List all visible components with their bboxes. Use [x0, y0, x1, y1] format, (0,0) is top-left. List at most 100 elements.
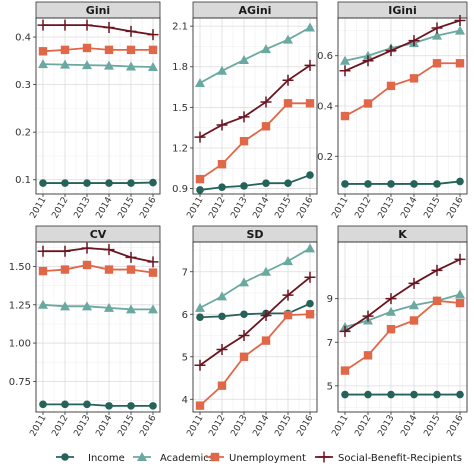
- x-tick-label: 2011: [330, 414, 350, 439]
- data-point-income: [410, 391, 418, 399]
- y-tick-label: 0.9: [172, 184, 188, 195]
- data-point-unemployment: [196, 401, 204, 409]
- y-tick-label: 7: [327, 338, 333, 349]
- data-point-income: [387, 180, 395, 188]
- data-point-income: [341, 180, 349, 188]
- x-tick-label: 2012: [353, 414, 373, 439]
- data-point-income: [433, 180, 441, 188]
- facet-title: Gini: [86, 4, 110, 17]
- data-point-income: [387, 391, 395, 399]
- data-point-income: [83, 401, 91, 409]
- x-tick-label: 2012: [207, 196, 227, 221]
- data-point-income: [39, 179, 47, 187]
- data-point-income: [262, 179, 270, 187]
- legend-item-unemployment: Unemployment: [206, 453, 306, 464]
- y-tick-label: 2.1: [172, 22, 188, 33]
- x-tick-label: 2013: [229, 414, 249, 439]
- legend-item-income: Income: [56, 453, 125, 464]
- x-tick-label: 2013: [229, 196, 249, 221]
- data-point-income: [410, 180, 418, 188]
- x-tick-label: 2015: [273, 196, 293, 221]
- x-tick-label: 2014: [251, 413, 271, 438]
- x-tick-label: 2012: [353, 196, 373, 221]
- data-point-income: [105, 402, 113, 410]
- x-tick-label: 2016: [138, 195, 158, 220]
- data-point-unemployment: [341, 112, 349, 120]
- data-point-income: [105, 179, 113, 187]
- data-point-unemployment: [364, 351, 372, 359]
- legend-key-marker: [319, 452, 330, 463]
- x-tick-label: 2013: [72, 196, 92, 221]
- data-point-income: [456, 391, 464, 399]
- data-point-income: [127, 179, 135, 187]
- data-point-unemployment: [387, 82, 395, 90]
- data-point-unemployment: [306, 99, 314, 107]
- data-point-income: [433, 391, 441, 399]
- y-tick-label: 9: [327, 294, 333, 305]
- data-point-unemployment: [218, 160, 226, 168]
- x-tick-label: 2016: [295, 413, 315, 438]
- data-point-income: [341, 391, 349, 399]
- data-point-income: [284, 179, 292, 187]
- data-point-unemployment: [240, 353, 248, 361]
- legend-key-marker: [61, 453, 69, 461]
- data-point-income: [456, 178, 464, 186]
- x-tick-label: 2015: [422, 414, 442, 439]
- data-point-income: [240, 182, 248, 190]
- data-point-income: [127, 402, 135, 410]
- legend-label: Social-Benefit-Recipients: [338, 453, 462, 464]
- y-tick-label: 5: [182, 352, 188, 363]
- y-tick-label: 0.3: [15, 80, 31, 91]
- data-point-unemployment: [127, 265, 135, 273]
- y-tick-label: 1.25: [9, 300, 31, 311]
- legend-label: Academics: [160, 453, 214, 464]
- y-tick-label: 1.8: [172, 62, 188, 73]
- x-tick-label: 2011: [28, 414, 48, 439]
- data-point-income: [364, 391, 372, 399]
- x-tick-label: 2014: [399, 413, 419, 438]
- y-tick-label: 0.1: [15, 175, 31, 186]
- x-tick-label: 2012: [50, 196, 70, 221]
- data-point-unemployment: [364, 99, 372, 107]
- y-tick-label: 7: [182, 267, 188, 278]
- data-point-unemployment: [306, 310, 314, 318]
- x-tick-label: 2015: [422, 196, 442, 221]
- data-point-income: [83, 179, 91, 187]
- data-point-income: [196, 313, 204, 321]
- data-point-income: [218, 313, 226, 321]
- y-tick-label: 5: [327, 381, 333, 392]
- data-point-unemployment: [83, 44, 91, 52]
- legend-label: Income: [88, 453, 125, 464]
- y-tick-label: 0.2: [317, 152, 333, 163]
- data-point-unemployment: [341, 366, 349, 374]
- y-tick-label: 0.2: [15, 128, 31, 139]
- y-tick-label: 1.2: [172, 143, 188, 154]
- y-tick-label: 1.00: [9, 339, 31, 350]
- x-tick-label: 2011: [185, 414, 205, 439]
- x-tick-label: 2016: [445, 413, 465, 438]
- data-point-unemployment: [456, 59, 464, 67]
- data-point-income: [240, 310, 248, 318]
- x-tick-label: 2012: [50, 414, 70, 439]
- x-tick-label: 2014: [94, 413, 114, 438]
- data-point-unemployment: [218, 381, 226, 389]
- x-tick-label: 2014: [399, 195, 419, 220]
- data-point-unemployment: [284, 99, 292, 107]
- facet-title: CV: [90, 228, 107, 241]
- x-tick-label: 2013: [376, 196, 396, 221]
- y-tick-label: 0.6: [317, 51, 333, 62]
- x-tick-label: 2016: [295, 195, 315, 220]
- y-tick-label: 0.4: [317, 102, 333, 113]
- data-point-unemployment: [196, 175, 204, 183]
- y-tick-label: 1.5: [172, 103, 188, 114]
- x-tick-label: 2014: [94, 195, 114, 220]
